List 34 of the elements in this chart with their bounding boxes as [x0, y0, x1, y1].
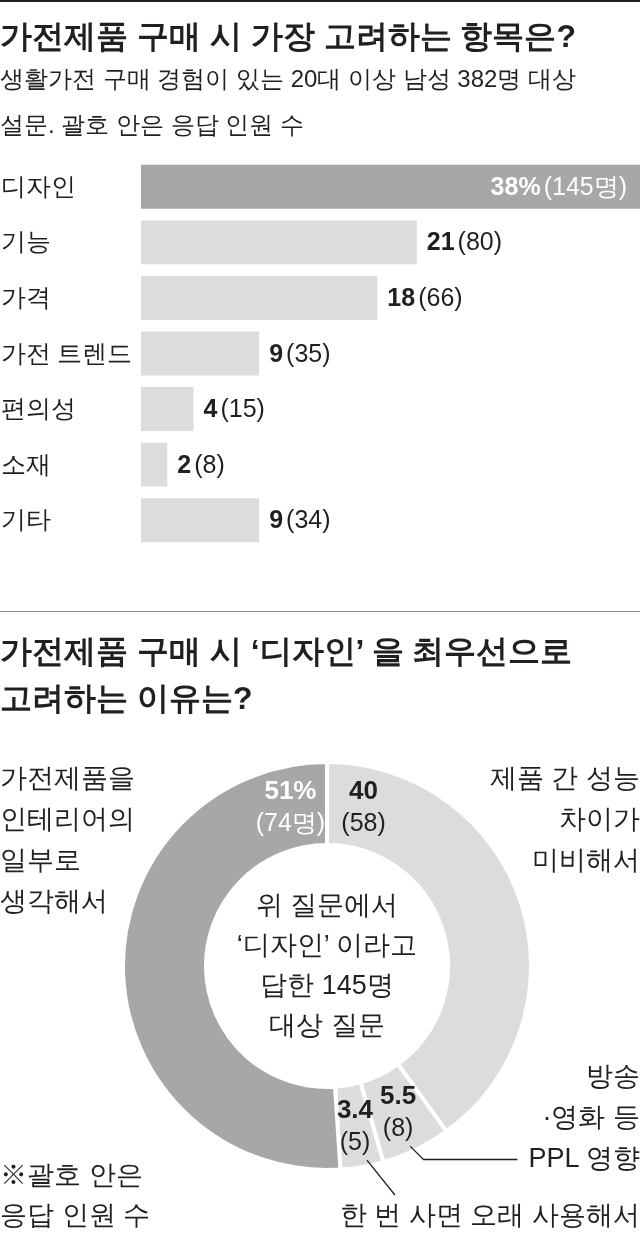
data-label: 51% (74명) — [255, 775, 326, 837]
data-label: 21(80) — [426, 227, 503, 256]
bar — [141, 387, 194, 432]
data-label: 18(66) — [387, 282, 463, 311]
chart-subtitle: 생활가전 구매 경험이 있는 20대 이상 남성 382명 대상 설문. 괄호 안은 응답 인원 수 — [0, 64, 578, 140]
y-tick-label: 기타 — [0, 505, 51, 534]
data-label: 4(15) — [203, 394, 265, 423]
text: ※괄호 안은 응답 인원 수 — [0, 1160, 151, 1230]
data-label: 9(34) — [269, 505, 331, 534]
bar — [141, 498, 260, 543]
y-tick-label: 디자인 — [0, 171, 76, 200]
text: 위 질문에서 ‘디자인’ 이라고 답한 145명 대상 질문 — [236, 889, 418, 1040]
data-label: 38%(145명) — [490, 171, 628, 200]
bar — [141, 164, 640, 209]
bar — [141, 220, 417, 265]
bar — [141, 275, 378, 320]
chart-title: 가전제품 구매 시 ‘디자인’ 을 최우선으로 고려하는 이유는? — [0, 632, 574, 718]
y-tick-label: 가격 — [0, 282, 51, 311]
chart-title: 가전제품 구매 시 가장 고려하는 항목은? — [0, 17, 577, 56]
data-label: 9(35) — [269, 338, 331, 367]
y-tick-label: 가전 트렌드 — [0, 338, 133, 367]
bar — [141, 442, 168, 487]
slice-label: 방송 ·영화 등 PPL 영향 — [528, 1061, 640, 1173]
slice-label: 가전제품을 인테리어의 일부로 생각해서 — [0, 763, 135, 916]
slice-label: 제품 간 성능 차이가 미비해서 — [489, 763, 640, 875]
data-label: 3.4 (5) — [336, 1093, 374, 1155]
data-label: 40 (58) — [341, 775, 386, 837]
data-label: 2(8) — [177, 449, 225, 478]
y-tick-label: 소재 — [0, 449, 51, 478]
y-tick-label: 기능 — [0, 227, 51, 256]
y-tick-label: 편의성 — [0, 394, 76, 423]
slice-label: 한 번 사면 오래 사용해서 — [339, 1200, 640, 1230]
bar — [141, 331, 260, 376]
data-label: 5.5 (8) — [380, 1079, 417, 1141]
